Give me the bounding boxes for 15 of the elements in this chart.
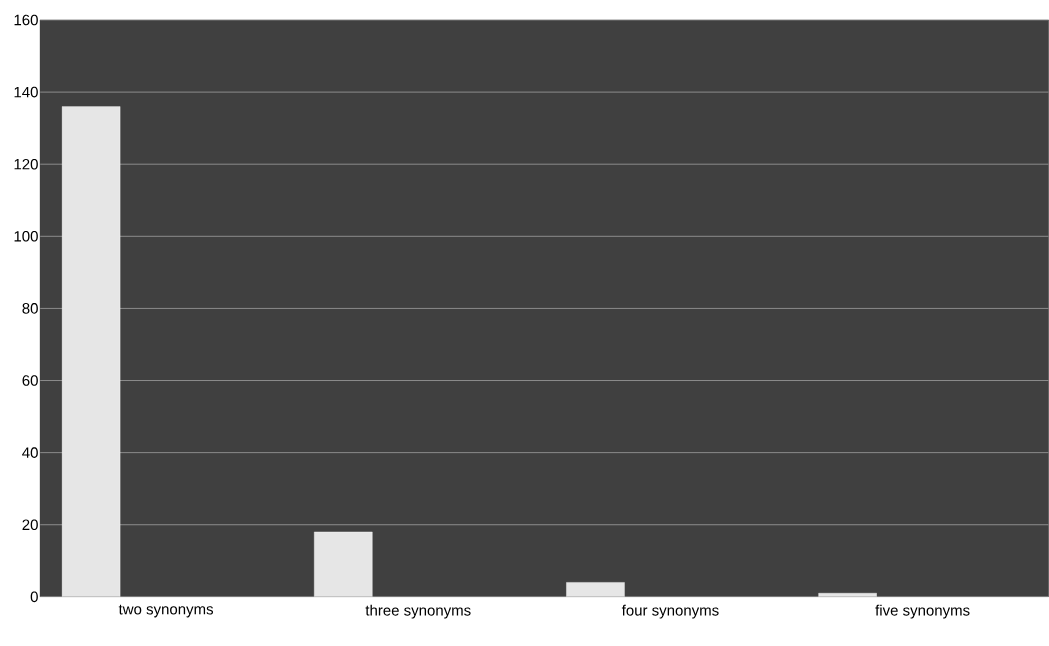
y-tick-label: 140 <box>14 86 38 98</box>
y-tick-label: 80 <box>22 303 38 314</box>
y-tick-label: 120 <box>14 158 38 170</box>
y-tick-label: 60 <box>22 375 38 386</box>
y-tick-label: 40 <box>22 447 38 459</box>
y-tick-label: 160 <box>14 14 38 26</box>
bar <box>61 106 121 597</box>
y-tick-label: 100 <box>14 231 38 242</box>
x-tick-label: two synonyms <box>118 604 214 618</box>
x-tick-label: four synonyms <box>621 604 719 619</box>
bar <box>314 531 373 597</box>
y-tick-label: 20 <box>22 519 38 531</box>
x-tick-label: five synonyms <box>875 604 970 619</box>
y-tick-label: 0 <box>30 591 38 603</box>
x-tick-label: three synonyms <box>365 604 471 619</box>
